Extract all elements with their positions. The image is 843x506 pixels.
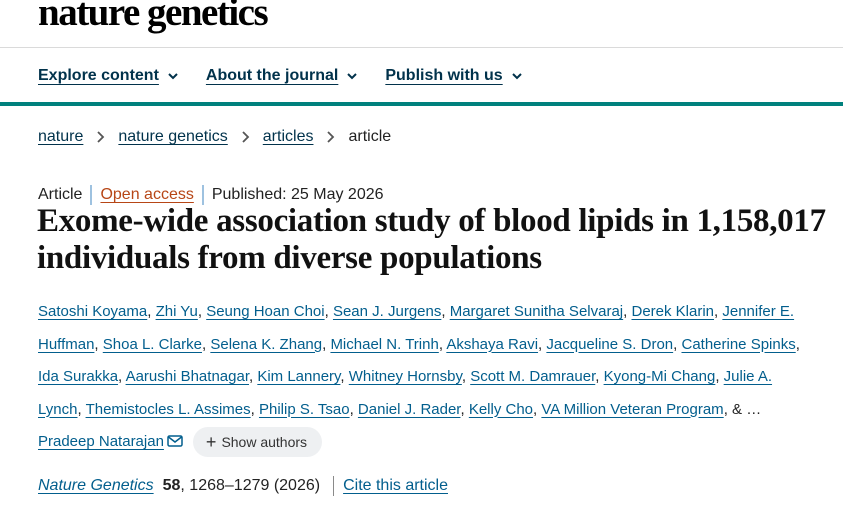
breadcrumb-nature[interactable]: nature [38,128,84,145]
article-title: Exome-wide association study of blood li… [37,203,826,276]
author-separator: , [595,368,604,385]
author-link[interactable]: Satoshi Koyama [38,303,148,320]
author-separator: , [714,303,723,320]
author-separator: , [715,368,724,385]
chevron-right-icon [97,131,105,143]
journal-logo[interactable]: nature genetics [38,0,269,34]
cite-divider [333,476,335,496]
mail-icon[interactable] [167,435,183,447]
author-separator: , [147,303,156,320]
main-nav: Explore content About the journal Publis… [38,63,550,89]
breadcrumb-nature-genetics[interactable]: nature genetics [118,128,228,145]
chevron-right-icon [242,131,250,143]
breadcrumb: nature nature genetics articles article [38,128,391,146]
author-link[interactable]: Derek Klarin [631,303,715,320]
volume-number: 58 [162,477,181,494]
author-link[interactable]: Philip S. Tsao [258,400,350,418]
author-separator: , [322,335,331,353]
show-authors-button[interactable]: + Show authors [192,427,323,458]
journal-link[interactable]: Nature Genetics [38,477,154,494]
nav-publish-with-us[interactable]: Publish with us [385,67,522,85]
author-link[interactable]: Jacqueline S. Dron [546,335,674,353]
author-link[interactable]: Julie A. Lynch [38,368,773,418]
article-meta: Article Open access Published: 25 May 20… [38,185,384,205]
author-link[interactable]: Sean J. Jurgens [332,303,442,320]
author-separator: , [461,368,471,385]
nav-item-label: Explore content [38,67,159,84]
meta-divider [90,185,93,205]
author-link[interactable]: VA Million Veteran Program [541,400,724,418]
cite-this-article-link[interactable]: Cite this article [343,477,448,494]
author-link[interactable]: Catherine Spinks [681,335,796,353]
author-separator: , [77,400,86,418]
author-link[interactable]: Shoa L. Clarke [102,335,202,353]
chevron-right-icon [327,131,335,143]
article-type: Article [38,186,83,203]
show-authors-label: Show authors [221,433,308,450]
open-access-link[interactable]: Open access [100,186,194,203]
pages-year: , 1268–1279 (2026) [180,477,321,494]
author-ellipsis: & … [732,400,762,418]
nav-accent-bar [0,102,843,106]
author-link[interactable]: Ida Surakka [38,368,119,385]
author-link[interactable]: Scott M. Damrauer [470,368,596,385]
chevron-down-icon [347,73,358,80]
author-link[interactable]: Margaret Sunitha Selvaraj [449,303,624,320]
author-separator: , [460,400,469,418]
plus-icon: + [205,432,217,453]
author-separator: , [324,303,333,320]
author-separator: , [118,368,126,385]
chevron-down-icon [511,73,522,80]
nav-about-journal[interactable]: About the journal [206,67,358,85]
chevron-down-icon [168,73,178,80]
author-link[interactable]: Zhi Yu [155,303,198,320]
nav-item-label: About the journal [205,67,339,84]
nav-explore-content[interactable]: Explore content [38,67,179,85]
author-separator: , [349,400,358,418]
meta-divider [201,185,204,205]
author-separator: , [248,368,258,385]
citation-line: Nature Genetics 58 , 1268–1279 (2026) Ci… [38,476,448,496]
author-link[interactable]: Jennifer E. Huffman [38,303,795,353]
author-link[interactable]: Michael N. Trinh [330,335,439,353]
author-list: Satoshi Koyama, Zhi Yu, Seung Hoan Choi,… [38,296,808,459]
author-link[interactable]: Seung Hoan Choi [206,303,325,320]
author-separator: , [723,400,733,418]
author-separator: , [250,400,259,418]
author-link[interactable]: Kelly Cho [468,400,534,418]
author-separator: , [623,303,632,320]
author-link[interactable]: Aarushi Bhatnagar [125,368,249,385]
author-separator: , [438,335,447,353]
breadcrumb-articles[interactable]: articles [262,128,314,145]
breadcrumb-current: article [348,128,392,145]
header-divider [0,47,843,48]
published-date: Published: 25 May 2026 [211,186,384,203]
author-link[interactable]: Kyong-Mi Chang [603,368,716,385]
author-separator: , [795,335,800,353]
author-separator: , [533,400,542,418]
author-link[interactable]: Pradeep Natarajan [38,433,164,450]
nav-item-label: Publish with us [385,67,503,84]
author-separator: , [197,303,207,320]
author-separator: , [202,335,211,353]
author-link[interactable]: Selena K. Zhang [210,335,323,353]
author-link[interactable]: Kim Lannery [257,368,341,385]
author-separator: , [673,335,682,353]
author-separator: , [94,335,103,353]
author-link[interactable]: Daniel J. Rader [357,400,461,418]
author-separator: , [538,335,547,353]
author-separator: , [441,303,450,320]
author-link[interactable]: Akshaya Ravi [446,335,539,353]
author-separator: , [340,368,349,385]
author-link[interactable]: Themistocles L. Assimes [85,400,251,418]
author-link[interactable]: Whitney Hornsby [348,368,462,385]
